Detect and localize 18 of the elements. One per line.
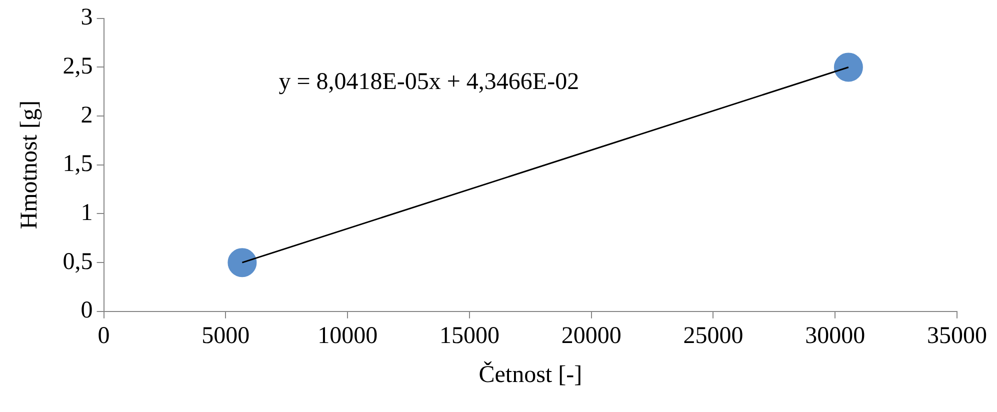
y-tick-label: 0,5	[62, 248, 93, 275]
y-tick-label: 1	[80, 200, 93, 226]
y-tick-label: 2	[80, 102, 93, 128]
y-tick-label: 2,5	[62, 54, 93, 80]
y-axis-title: Hmotnost [g]	[16, 100, 43, 230]
y-tick-label: 3	[80, 4, 93, 31]
x-tick-label: 25000	[683, 323, 744, 350]
x-tick-label: 5000	[202, 323, 250, 350]
x-tick-label: 10000	[318, 323, 378, 350]
x-axis-title: Četnost [-]	[478, 360, 582, 388]
x-tick-label: 15000	[439, 323, 500, 350]
x-tick-label: 20000	[561, 323, 622, 350]
annotation: y = 8,0418E-05x + 4,3466E-02	[278, 69, 580, 96]
x-tick-label: 35000	[927, 323, 987, 350]
y-tick-label: 1,5	[62, 151, 93, 178]
x-tick-label: 30000	[805, 323, 866, 350]
x-tick-label: 0	[98, 323, 110, 350]
y-tick-label: 0	[80, 298, 93, 324]
